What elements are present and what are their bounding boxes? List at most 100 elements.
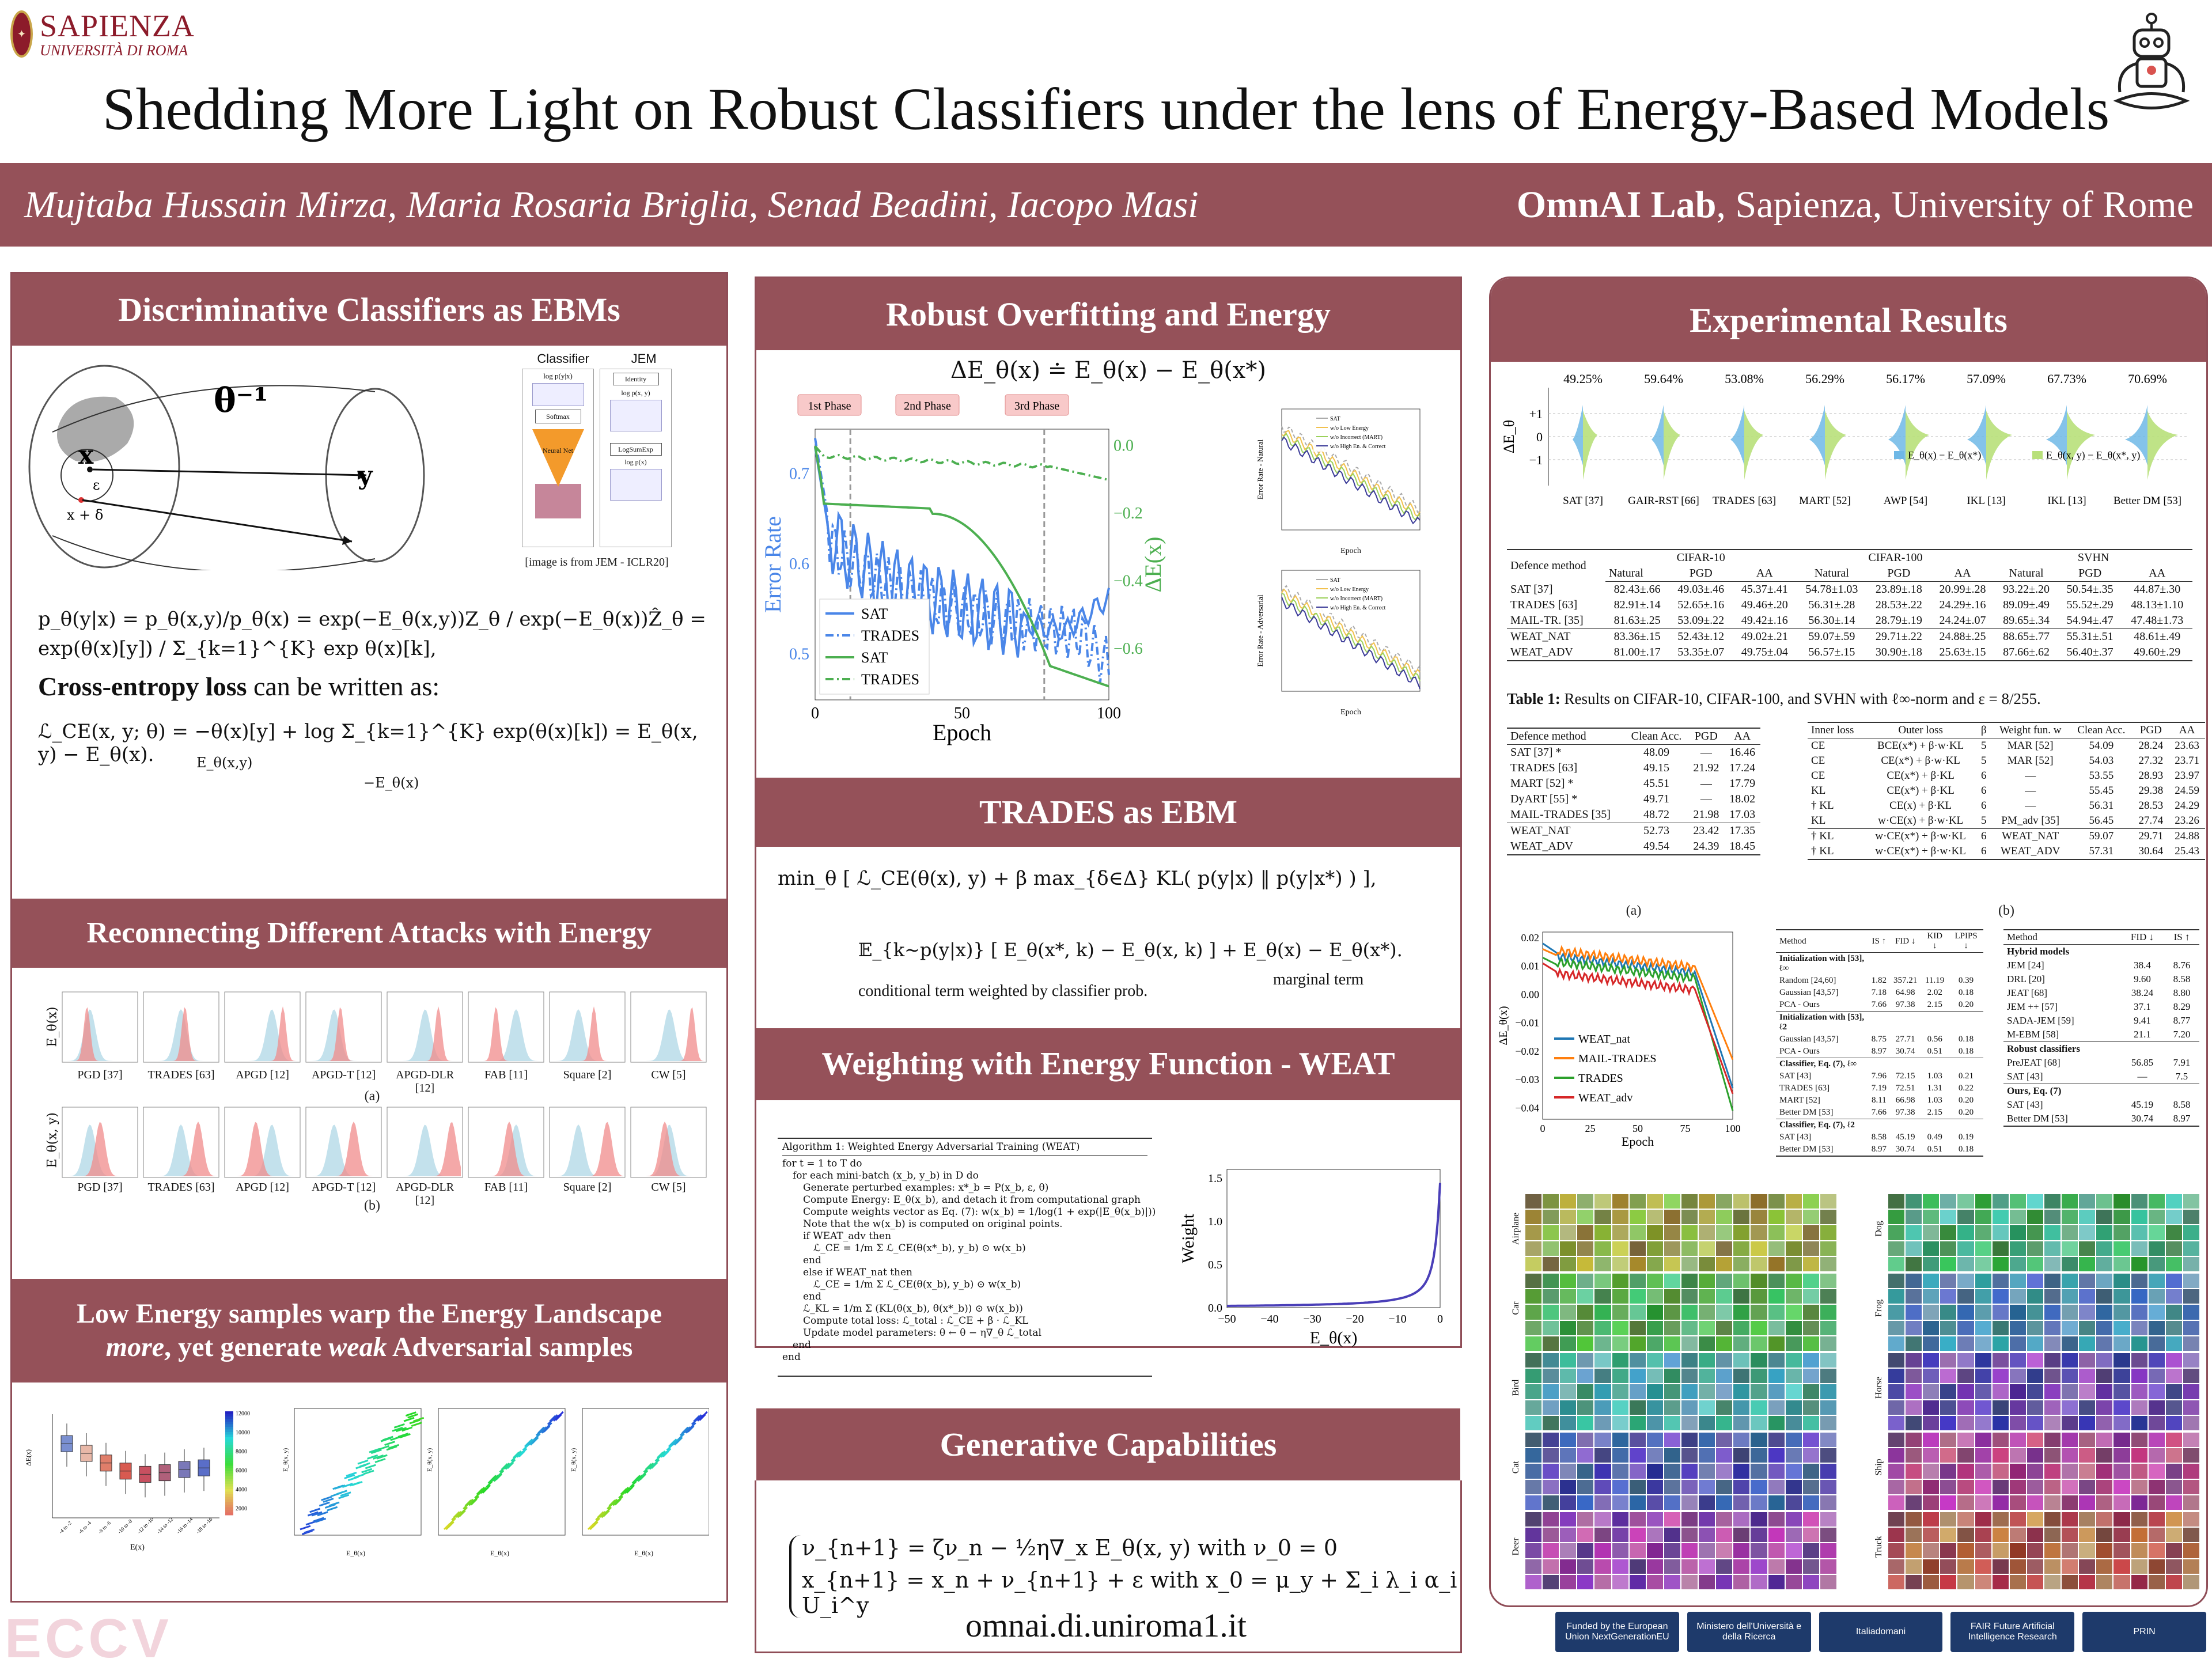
sample-image — [1992, 1289, 2009, 1304]
scatter-point — [313, 1517, 324, 1522]
sample-image — [2183, 1433, 2199, 1448]
lab-website-link[interactable]: omnai.di.uniroma1.it — [965, 1607, 1247, 1644]
sample-image — [1560, 1384, 1577, 1399]
sample-image — [1957, 1225, 1974, 1240]
table-cell: 16.46 — [1729, 746, 1756, 759]
scatter-point — [405, 1411, 416, 1417]
section-title-trades-ebm: TRADES as EBM — [756, 778, 1460, 847]
sample-image — [1975, 1320, 1991, 1335]
sample-image — [1629, 1559, 1646, 1574]
sample-image — [1888, 1305, 1905, 1320]
table-cell: w·CE(x) + β·w·KL — [1878, 815, 1964, 827]
sample-image — [1699, 1528, 1715, 1543]
table-cell: Defence method — [1510, 559, 1586, 572]
sample-image — [1577, 1369, 1594, 1384]
sample-image — [1681, 1305, 1698, 1320]
table-cell: 9.60 — [2134, 974, 2151, 984]
table-cell: † KL — [1811, 800, 1834, 812]
sample-image — [1906, 1336, 1922, 1351]
table-cell — [1890, 1012, 1921, 1034]
colorbar-segment — [225, 1416, 233, 1419]
sample-image — [2113, 1495, 2130, 1510]
histogram-clean — [632, 1009, 704, 1061]
table-cell: KL — [1811, 815, 1826, 827]
scatter-point — [658, 1450, 666, 1458]
sample-image — [1820, 1336, 1836, 1351]
histogram-clean — [469, 1124, 542, 1176]
sample-image — [2027, 1336, 2043, 1351]
sample-image — [1957, 1559, 1974, 1574]
table-row: PCA - Ours 8.97 30.74 0.51 0.18 — [1776, 1046, 1983, 1058]
line-ytick: −0.01 — [1515, 1017, 1539, 1029]
sample-image — [1785, 1369, 1802, 1384]
sample-image — [1629, 1289, 1646, 1304]
sample-image — [2183, 1336, 2199, 1351]
attack-histogram-a-6 — [549, 991, 626, 1063]
scatter-ylabel: E_θ(x, y) — [282, 1448, 289, 1472]
sample-image — [2148, 1495, 2165, 1510]
table-cell: WEAT_NAT — [1507, 628, 1605, 645]
jem-box-logpx: log p(x) — [624, 458, 647, 466]
scatter-point — [664, 1448, 672, 1455]
sample-image — [1820, 1528, 1836, 1543]
sample-image — [1802, 1400, 1819, 1415]
sample-image — [2113, 1448, 2130, 1463]
sample-image — [2044, 1225, 2061, 1240]
sample-image — [1646, 1320, 1663, 1335]
sample-image — [1664, 1225, 1680, 1240]
sample-image — [1716, 1289, 1733, 1304]
sample-image — [1940, 1384, 1957, 1399]
sample-image — [1906, 1353, 1922, 1368]
sample-image — [2183, 1384, 2199, 1399]
sample-image — [2079, 1320, 2096, 1335]
sample-image — [1560, 1528, 1577, 1543]
sample-image — [2062, 1495, 2078, 1510]
meditating-robot-icon — [2113, 13, 2190, 109]
sample-image — [1612, 1194, 1628, 1209]
author-list: Mujtaba Hussain Mirza, Maria Rosaria Bri… — [24, 183, 1199, 226]
section-title-overfitting: Robust Overfitting and Energy — [756, 278, 1460, 350]
sample-image — [2044, 1415, 2061, 1430]
table-cell: 7.5 — [2175, 1071, 2188, 1082]
colorbar-segment — [225, 1486, 233, 1490]
table-cell: Method — [2003, 930, 2120, 945]
table-row: PreJEAT [68] 56.85 7.91 — [2003, 1056, 2199, 1070]
scatter-point — [528, 1438, 535, 1446]
sample-image — [1629, 1495, 1646, 1510]
ce-loss-statement: Cross-entropy loss can be written as: — [38, 671, 440, 702]
sample-image — [1923, 1210, 1940, 1225]
table-cell: 8.75 — [1871, 1035, 1887, 1044]
colorbar-segment — [225, 1463, 233, 1466]
table-cell: 72.51 — [1895, 1084, 1915, 1093]
table-cell: CIFAR-100 — [1868, 551, 1923, 564]
sample-image — [1733, 1448, 1750, 1463]
table-cell: FID ↓ — [2120, 930, 2165, 945]
table-cell — [1949, 1119, 1983, 1132]
scatter-point — [403, 1416, 415, 1422]
table-cell: Classifier, Eq. (7), ℓ∞ — [1779, 1059, 1857, 1069]
boxplot-xlabel: E(x) — [130, 1543, 145, 1552]
table-cell: Gaussian [43,57] — [1779, 988, 1839, 997]
generative-equation-2: x_{n+1} = x_n + ν_{n+1} + ε with x_0 = μ… — [802, 1567, 1457, 1618]
table-cell: MAR [52] — [2007, 755, 2054, 767]
table-cell: Natural — [1796, 566, 1868, 582]
energy-scatter-plots: E_θ(x)E_θ(x, y)E_θ(x)E_θ(x, y)E_θ(x)E_θ(… — [282, 1408, 709, 1557]
attack-label: Square [2] — [563, 1181, 612, 1194]
table-cell: 6 — [1976, 828, 1991, 844]
table-cell: 24.29 — [2175, 800, 2199, 812]
boxplot-tick: -8 to -6 — [97, 1520, 112, 1535]
sample-image — [1957, 1320, 1974, 1335]
table-cell: 7.66 — [1871, 1000, 1887, 1009]
title-part-b: , yet generate — [164, 1332, 329, 1362]
sample-image — [2079, 1574, 2096, 1589]
attack-histogram-a-2 — [224, 991, 301, 1063]
class-label: Ship — [1874, 1459, 1884, 1476]
jem-header-jem: JEM — [631, 351, 657, 366]
sample-image — [1594, 1384, 1611, 1399]
sample-image — [1577, 1256, 1594, 1271]
table-cell: 18.45 — [1729, 840, 1756, 853]
scatter-point — [336, 1490, 347, 1495]
sample-image — [1906, 1448, 1922, 1463]
sample-image — [1975, 1415, 1991, 1430]
table-a-caption: (a) — [1626, 903, 1642, 918]
